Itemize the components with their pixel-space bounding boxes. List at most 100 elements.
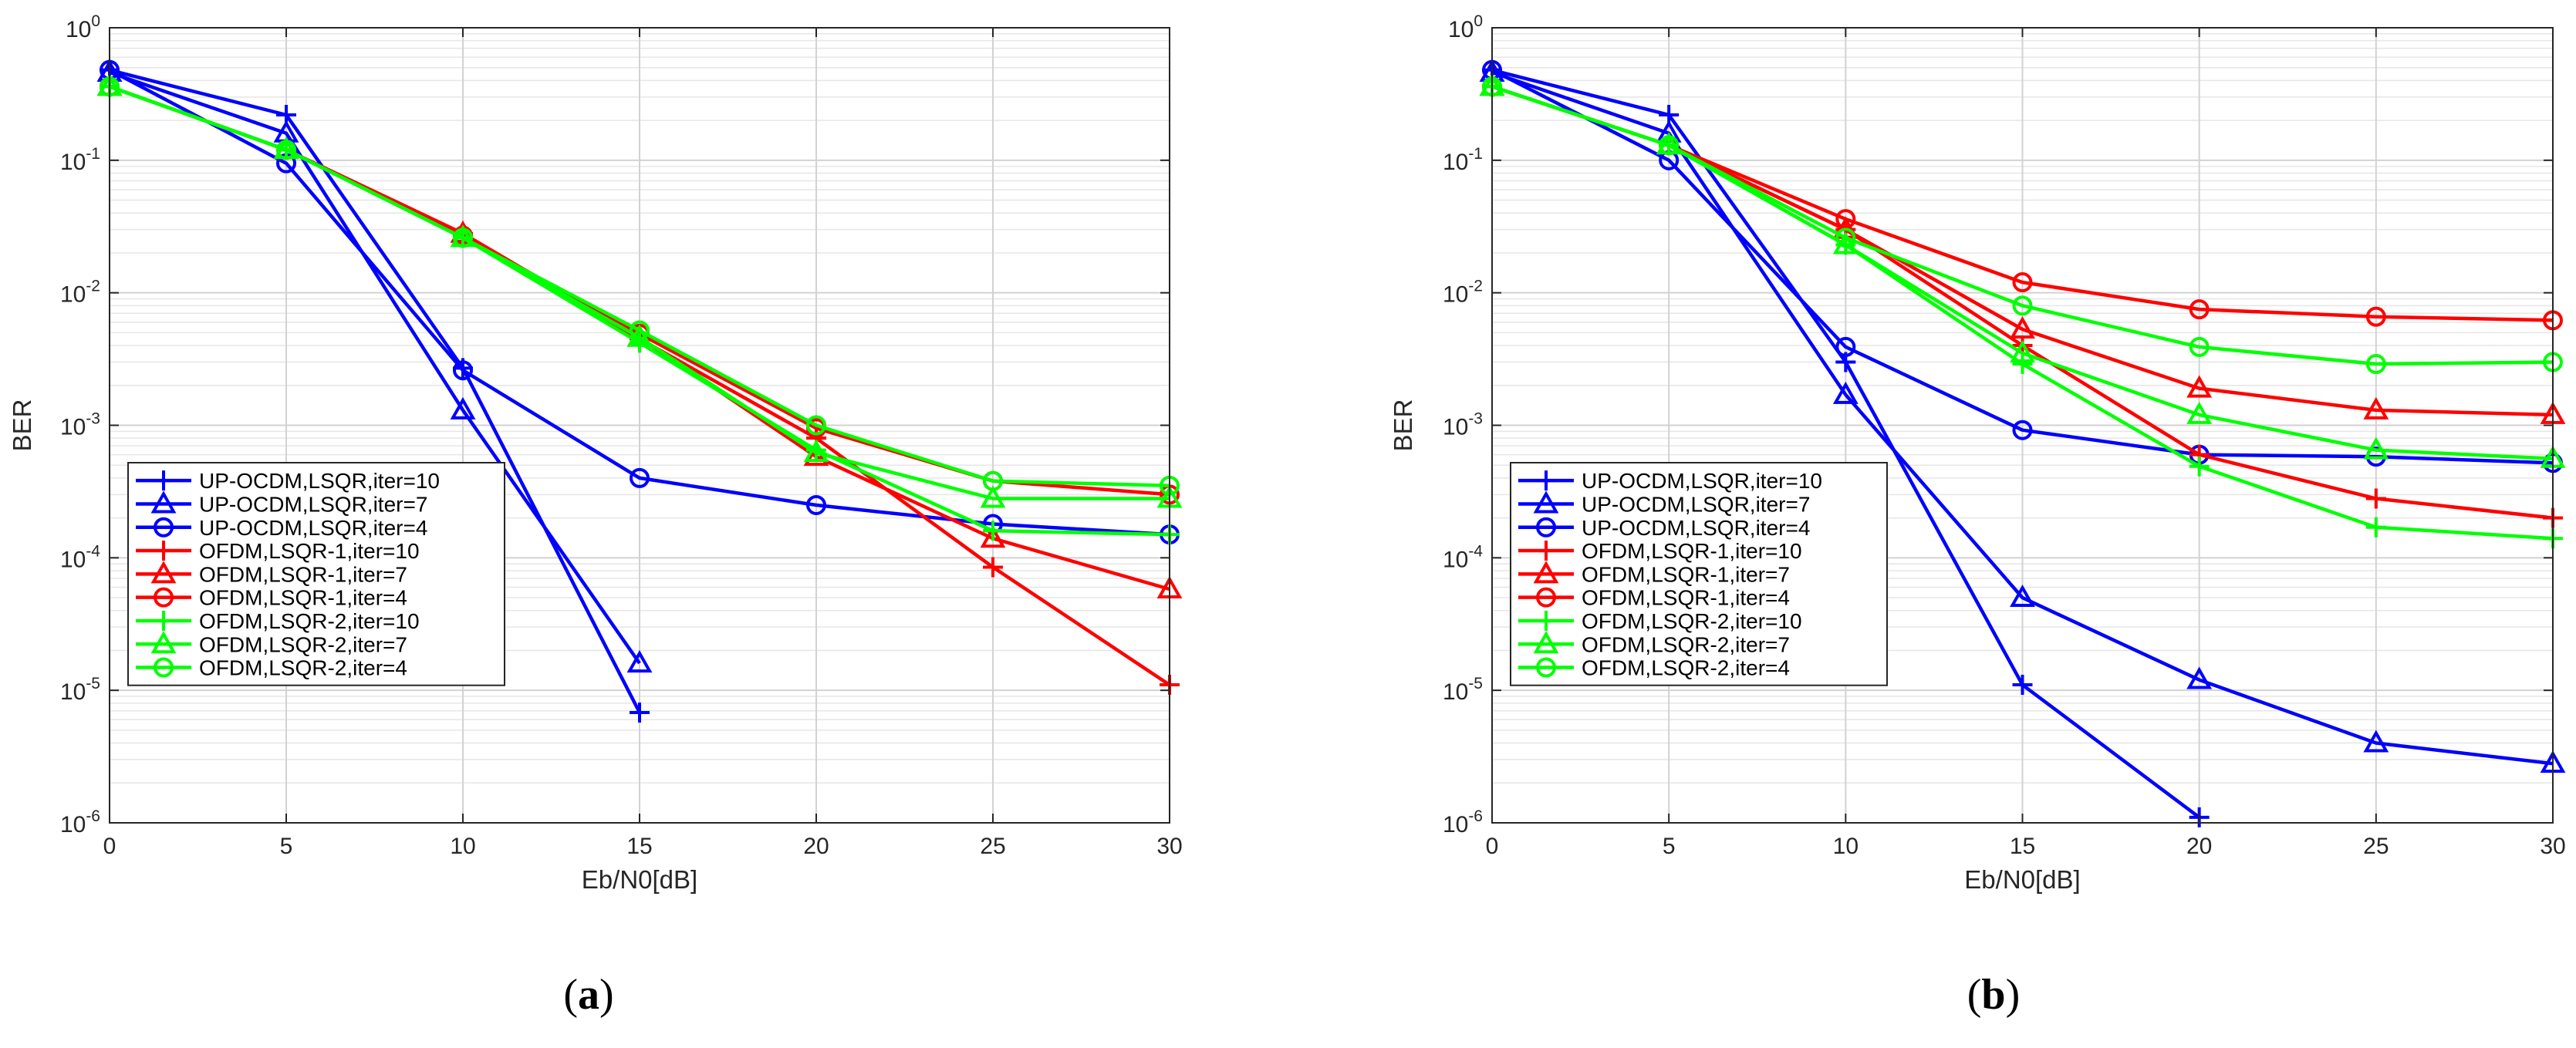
legend-item-b-6: OFDM,LSQR-2,iter=10: [1518, 609, 1802, 633]
data-point-b-8-5: [2365, 354, 2386, 375]
legend-marker: [150, 561, 177, 584]
legend-item-b-5: OFDM,LSQR-1,iter=4: [1518, 586, 1790, 610]
data-point-a-1-2: [450, 396, 476, 420]
data-point-b-4-5: [2363, 396, 2389, 420]
legend-item-b-2: UP-OCDM,LSQR,iter=4: [1518, 516, 1810, 540]
legend-item-a-6: OFDM,LSQR-2,iter=10: [136, 609, 420, 633]
data-point-a-0-3: [630, 702, 650, 723]
data-point-b-1-5: [2363, 730, 2389, 753]
x-tick-label: 0: [103, 834, 116, 859]
data-point-a-2-4: [806, 494, 826, 515]
legend-item-b-7: OFDM,LSQR-2,iter=7: [1518, 631, 1790, 656]
series-line-b-8: [1491, 85, 2554, 366]
x-tick-label: 20: [803, 834, 829, 859]
legend-marker: [1533, 561, 1559, 584]
x-tick-label: 20: [2186, 834, 2212, 859]
data-point-a-2-2: [453, 360, 473, 381]
legend-marker: [154, 587, 174, 608]
chart-panel-a: 0 5 10 15 20 25 30 100 10-1 10-2 10-3 10-4 10-5 10-6 E…: [8, 12, 1183, 894]
legend-label-a-1: UP-OCDM,LSQR,iter=7: [199, 492, 427, 516]
data-point-b-6-5: [2365, 517, 2386, 537]
legend-marker: [154, 541, 174, 561]
x-tick-label: 25: [980, 834, 1005, 859]
data-point-b-1-4: [2186, 666, 2213, 689]
y-tick-label: 10-3: [60, 410, 100, 440]
data-point-b-5-2: [1835, 209, 1856, 230]
data-point-b-4-3: [2010, 315, 2035, 339]
chart-panel-b: 0 5 10 15 20 25 30 100 10-1 10-2 10-3 10-4 10-5 10-6 E…: [1389, 12, 2566, 894]
x-tick-label: 5: [1663, 834, 1676, 859]
x-axis-label-b: Eb/N0[dB]: [1964, 865, 2080, 894]
legend-label-b-8: OFDM,LSQR-2,iter=4: [1582, 656, 1790, 680]
data-point-b-7-3: [2010, 339, 2035, 363]
legend-label-a-4: OFDM,LSQR-1,iter=7: [199, 562, 407, 586]
legend-marker: [1536, 517, 1556, 537]
y-tick-label: 100: [66, 12, 100, 42]
y-tick-label: 10-2: [60, 278, 100, 308]
legend-label-b-1: UP-OCDM,LSQR,iter=7: [1582, 492, 1810, 516]
data-point-b-7-5: [2363, 436, 2389, 460]
legend-label-a-2: UP-OCDM,LSQR,iter=4: [199, 516, 427, 540]
legend-label-a-6: OFDM,LSQR-2,iter=10: [199, 609, 420, 633]
legend-marker: [1536, 587, 1556, 608]
data-point-b-1-3: [2010, 584, 2035, 608]
legend-label-a-7: OFDM,LSQR-2,iter=7: [199, 632, 407, 656]
x-tick-label: 10: [450, 834, 475, 859]
x-tick-label: 15: [2010, 834, 2035, 859]
series-b-8: [1482, 76, 2563, 375]
legend-item-b-0: UP-OCDM,LSQR,iter=10: [1518, 469, 1822, 493]
caption-a: (a): [563, 971, 613, 1019]
y-tick-label: 10-3: [1443, 410, 1483, 440]
legend-marker: [1536, 610, 1556, 631]
series-line-a-8: [109, 85, 1170, 488]
legend-label-b-3: OFDM,LSQR-1,iter=10: [1582, 539, 1802, 563]
y-tick-label: 10-6: [1443, 807, 1483, 837]
legend-label-a-3: OFDM,LSQR-1,iter=10: [199, 539, 420, 563]
legend-item-a-2: UP-OCDM,LSQR,iter=4: [136, 516, 427, 540]
data-point-b-6-4: [2189, 456, 2210, 477]
legend-label-a-8: OFDM,LSQR-2,iter=4: [199, 656, 407, 680]
svg-text:(b): (b): [1967, 971, 2020, 1019]
legend-marker: [1536, 541, 1556, 561]
data-point-a-7-5: [980, 485, 1006, 508]
legend-marker: [1533, 631, 1559, 654]
legend-b: UP-OCDM,LSQR,iter=10UP-OCDM,LSQR,iter=7U…: [1510, 462, 1888, 686]
legend-marker: [150, 631, 177, 654]
data-point-b-0-3: [2012, 675, 2033, 696]
legend-marker: [154, 657, 174, 678]
legend-marker: [1536, 657, 1556, 678]
x-tick-label: 10: [1833, 834, 1859, 859]
legend-item-a-8: OFDM,LSQR-2,iter=4: [136, 656, 407, 680]
legend-item-a-1: UP-OCDM,LSQR,iter=7: [136, 490, 427, 516]
legend-item-b-4: OFDM,LSQR-1,iter=7: [1518, 561, 1790, 586]
caption-b: (b): [1967, 971, 2020, 1019]
y-tick-label: 10-4: [60, 542, 100, 572]
x-tick-label: 0: [1486, 834, 1499, 859]
data-point-b-5-5: [2365, 306, 2386, 327]
x-tick-label: 15: [626, 834, 652, 859]
data-point-a-8-4: [806, 415, 826, 436]
x-tick-label: 30: [1156, 834, 1182, 859]
legend-item-a-5: OFDM,LSQR-1,iter=4: [136, 586, 407, 610]
legend-item-a-3: OFDM,LSQR-1,iter=10: [136, 539, 420, 563]
y-tick-label: 10-5: [1443, 675, 1483, 705]
legend-marker: [1533, 490, 1559, 514]
data-point-a-6-5: [983, 521, 1003, 541]
series-group-a: [96, 59, 1183, 723]
legend-marker: [154, 517, 174, 537]
legend-item-a-0: UP-OCDM,LSQR,iter=10: [136, 469, 440, 493]
svg-text:(a): (a): [563, 971, 613, 1019]
legend-marker: [154, 610, 174, 631]
data-point-b-5-3: [2012, 272, 2033, 293]
series-line-a-0: [109, 68, 642, 713]
data-point-a-2-3: [630, 467, 650, 488]
data-point-b-8-2: [1835, 227, 1856, 248]
data-point-a-8-2: [453, 227, 473, 248]
data-point-b-8-3: [2012, 295, 2033, 316]
legend-item-b-8: OFDM,LSQR-2,iter=4: [1518, 656, 1790, 680]
data-point-b-4-4: [2186, 375, 2213, 398]
legend-label-a-0: UP-OCDM,LSQR,iter=10: [199, 469, 440, 493]
legend-marker: [154, 470, 174, 491]
legend-label-b-0: UP-OCDM,LSQR,iter=10: [1582, 469, 1822, 493]
